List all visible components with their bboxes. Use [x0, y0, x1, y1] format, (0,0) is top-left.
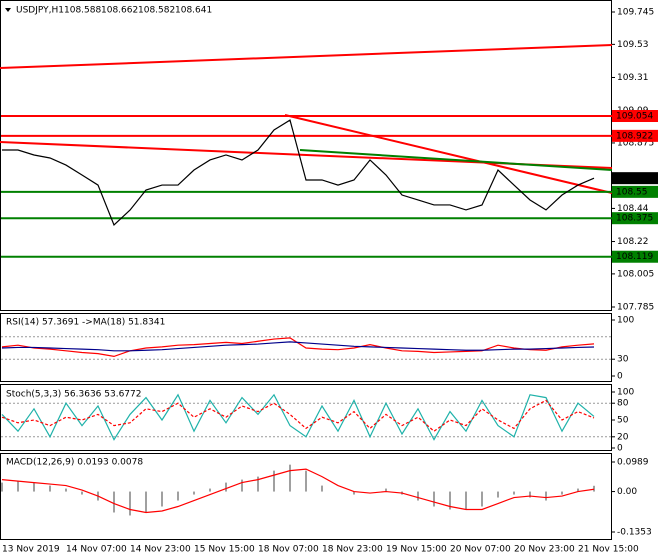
y-tick-label: 0.0989	[617, 458, 649, 468]
trend-line	[0, 44, 613, 69]
price-level-tag	[612, 185, 658, 198]
y-tick-label: 108.44	[617, 204, 649, 214]
x-tick-label: 15 Nov 15:00	[194, 545, 255, 555]
x-tick-label: 13 Nov 2019	[2, 545, 60, 555]
macd-panel	[0, 453, 612, 540]
series-line	[1, 341, 595, 352]
macd-bar	[289, 464, 291, 492]
x-tick-label: 19 Nov 15:00	[386, 545, 447, 555]
macd-bar	[209, 488, 211, 492]
macd-bar	[433, 491, 435, 507]
y-tick-label: 20	[617, 432, 629, 442]
series-line	[1, 399, 595, 432]
main-panel	[0, 0, 612, 311]
x-tick-label: 14 Nov 07:00	[66, 545, 127, 555]
macd-bar	[593, 485, 595, 492]
y-tick-label: 108.875	[617, 138, 654, 148]
macd-bar	[273, 470, 275, 492]
price-level-tag	[612, 212, 658, 225]
stoch-panel	[0, 384, 612, 451]
macd-bar	[529, 491, 531, 498]
macd-bar	[1, 482, 3, 492]
price-level-tag	[612, 110, 658, 123]
y-tick-label: 108.005	[617, 269, 654, 279]
macd-bar	[193, 491, 195, 495]
y-tick-label: 107.785	[617, 303, 654, 313]
price-level-tag	[612, 250, 658, 263]
macd-bar	[449, 491, 451, 510]
macd-bar	[513, 491, 515, 495]
last-price-label: 108.641	[616, 174, 653, 184]
macd-title: MACD(12,26,9) 0.0193 0.0078	[6, 458, 143, 468]
price-level-label: 108.922	[616, 131, 653, 141]
price-level-label: 108.375	[616, 214, 653, 224]
macd-bar	[577, 488, 579, 492]
macd-bar	[17, 481, 19, 492]
macd-bar	[49, 485, 51, 492]
macd-bar	[145, 491, 147, 513]
y-tick-label: 109.53	[617, 40, 649, 50]
y-tick-label: 109.745	[617, 8, 654, 18]
price-level-label: 108.119	[616, 252, 653, 262]
y-tick-label: 0.00	[617, 487, 637, 497]
macd-bar	[481, 491, 483, 507]
macd-bar	[225, 482, 227, 492]
symbol: USDJPY,H1	[16, 6, 64, 16]
macd-bar	[353, 491, 355, 495]
y-tick-label: -0.1353	[617, 528, 652, 538]
price-level-tag	[612, 129, 658, 142]
y-tick-label: 30	[617, 355, 629, 365]
x-tick-label: 21 Nov 15:00	[578, 545, 639, 555]
macd-bar	[545, 491, 547, 501]
y-tick-label: 50	[617, 416, 629, 426]
macd-bar	[177, 491, 179, 501]
x-tick-label: 14 Nov 23:00	[130, 545, 191, 555]
macd-bar	[465, 491, 467, 510]
menu-arrow[interactable]	[5, 8, 11, 12]
x-tick-label: 18 Nov 07:00	[258, 545, 319, 555]
price-level-label: 109.054	[616, 112, 653, 122]
x-tick-label: 20 Nov 07:00	[450, 545, 511, 555]
price-level-label: 108.55	[616, 187, 648, 197]
macd-bar	[129, 491, 131, 516]
trend-line	[299, 149, 613, 171]
macd-bar	[497, 491, 499, 498]
stoch-title: Stoch(5,3,3) 56.3636 53.6772	[6, 390, 141, 400]
y-tick-label: 80	[617, 399, 629, 409]
y-tick-label: 0	[617, 372, 623, 382]
y-tick-label: 109.31	[617, 73, 649, 83]
trend-line	[284, 114, 613, 194]
macd-bar	[561, 491, 563, 495]
macd-bar	[321, 485, 323, 492]
macd-bar	[257, 476, 259, 492]
macd-bar	[417, 491, 419, 501]
y-tick-label: 100	[617, 316, 634, 326]
series-line	[1, 468, 595, 514]
macd-bar	[113, 491, 115, 513]
y-tick-label: 100	[617, 388, 634, 398]
rsi-panel	[0, 313, 612, 382]
high: 108.662	[101, 6, 138, 16]
y-tick-label: 0	[617, 444, 623, 454]
series-line	[1, 337, 595, 358]
macd-bar	[81, 491, 83, 495]
close: 108.641	[175, 6, 212, 16]
low: 108.582	[138, 6, 175, 16]
x-tick-label: 18 Nov 23:00	[322, 545, 383, 555]
macd-bar	[385, 488, 387, 492]
macd-bar	[65, 488, 67, 492]
open: 108.588	[64, 6, 101, 16]
last-price-tag	[612, 172, 658, 185]
series-line	[2, 119, 595, 227]
rsi-title: RSI(14) 57.3691 ->MA(18) 51.8341	[6, 318, 165, 328]
macd-bar	[161, 491, 163, 507]
series-line	[1, 393, 595, 441]
macd-bar	[33, 482, 35, 492]
y-tick-label: 108.22	[617, 237, 649, 247]
x-tick-label: 20 Nov 23:00	[514, 545, 575, 555]
macd-bar	[241, 479, 243, 492]
macd-bar	[305, 470, 307, 492]
